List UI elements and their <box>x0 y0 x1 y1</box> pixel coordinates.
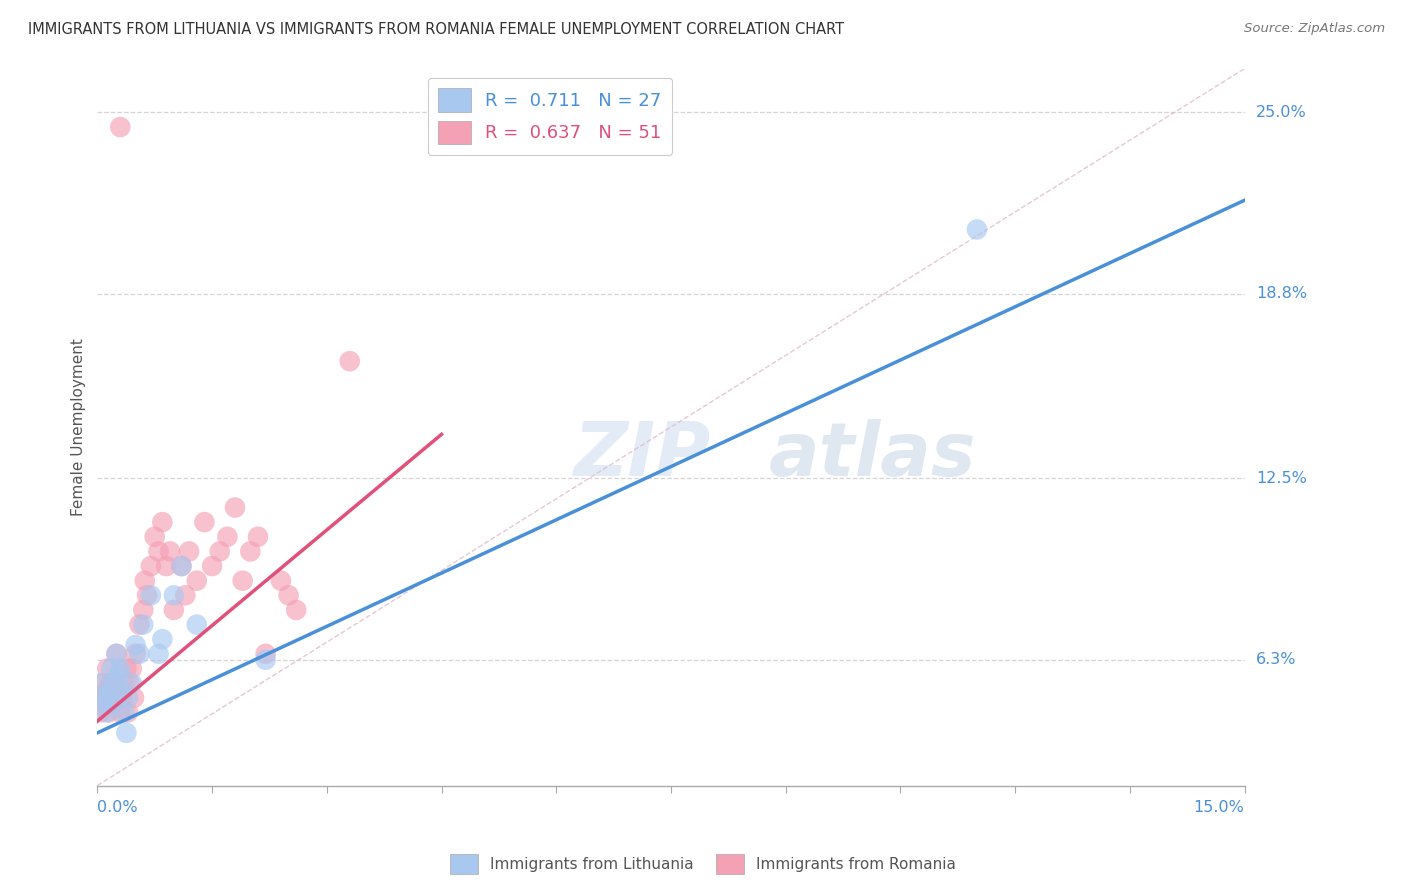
Text: 6.3%: 6.3% <box>1256 652 1296 667</box>
Point <box>208 544 231 558</box>
Point <box>143 530 166 544</box>
Point <box>115 726 138 740</box>
Point <box>186 574 208 588</box>
Point <box>139 559 162 574</box>
Point <box>254 653 277 667</box>
Point <box>132 603 155 617</box>
Point <box>170 559 193 574</box>
Point <box>121 676 143 690</box>
Point <box>112 706 135 720</box>
Point <box>201 559 224 574</box>
Text: Source: ZipAtlas.com: Source: ZipAtlas.com <box>1244 22 1385 36</box>
Point <box>96 706 118 720</box>
Point <box>239 544 262 558</box>
Point <box>118 676 141 690</box>
Text: 25.0%: 25.0% <box>1256 105 1306 120</box>
Text: ZIP: ZIP <box>574 419 710 492</box>
Point <box>246 530 269 544</box>
Point <box>285 603 308 617</box>
Point <box>121 661 143 675</box>
Point <box>110 661 132 675</box>
Y-axis label: Female Unemployment: Female Unemployment <box>72 338 86 516</box>
Point <box>100 697 122 711</box>
Point <box>110 706 132 720</box>
Point <box>117 706 139 720</box>
Point <box>107 690 129 705</box>
Point <box>96 661 118 675</box>
Point <box>134 574 156 588</box>
Text: 18.8%: 18.8% <box>1256 286 1308 301</box>
Point <box>112 676 135 690</box>
Point <box>159 544 181 558</box>
Point <box>186 617 208 632</box>
Point <box>163 603 186 617</box>
Point <box>170 559 193 574</box>
Point <box>148 647 170 661</box>
Point <box>94 690 117 705</box>
Point <box>91 690 114 705</box>
Point <box>124 638 146 652</box>
Point <box>93 697 115 711</box>
Point <box>150 632 173 647</box>
Point <box>115 661 138 675</box>
Point <box>128 647 150 661</box>
Point <box>270 574 292 588</box>
Point <box>150 515 173 529</box>
Point <box>124 647 146 661</box>
Point <box>966 222 988 236</box>
Point <box>101 690 124 705</box>
Point <box>97 706 120 720</box>
Point <box>339 354 361 368</box>
Point <box>217 530 239 544</box>
Point <box>132 617 155 632</box>
Point <box>93 676 115 690</box>
Point <box>110 120 132 134</box>
Point <box>98 676 121 690</box>
Point <box>254 647 277 661</box>
Point <box>148 544 170 558</box>
Point <box>122 690 145 705</box>
Text: 0.0%: 0.0% <box>97 800 138 815</box>
Point <box>90 706 112 720</box>
Point <box>111 690 134 705</box>
Point <box>105 647 128 661</box>
Point <box>139 588 162 602</box>
Point <box>163 588 186 602</box>
Point <box>136 588 159 602</box>
Point <box>277 588 299 602</box>
Point <box>111 685 134 699</box>
Point <box>105 647 128 661</box>
Point <box>94 697 117 711</box>
Point <box>155 559 177 574</box>
Point <box>103 676 125 690</box>
Point <box>174 588 197 602</box>
Point <box>107 667 129 681</box>
Point <box>90 676 112 690</box>
Legend: R =  0.711   N = 27, R =  0.637   N = 51: R = 0.711 N = 27, R = 0.637 N = 51 <box>427 78 672 154</box>
Text: 15.0%: 15.0% <box>1194 800 1244 815</box>
Text: IMMIGRANTS FROM LITHUANIA VS IMMIGRANTS FROM ROMANIA FEMALE UNEMPLOYMENT CORRELA: IMMIGRANTS FROM LITHUANIA VS IMMIGRANTS … <box>28 22 844 37</box>
Point <box>193 515 215 529</box>
Point <box>101 697 124 711</box>
Point <box>97 685 120 699</box>
Point <box>179 544 201 558</box>
Point <box>100 661 122 675</box>
Point <box>103 676 125 690</box>
Point <box>96 685 118 699</box>
Legend: Immigrants from Lithuania, Immigrants from Romania: Immigrants from Lithuania, Immigrants fr… <box>444 848 962 880</box>
Point <box>224 500 246 515</box>
Text: atlas: atlas <box>769 419 976 492</box>
Text: 12.5%: 12.5% <box>1256 471 1308 486</box>
Point <box>117 690 139 705</box>
Point <box>232 574 254 588</box>
Point <box>128 617 150 632</box>
